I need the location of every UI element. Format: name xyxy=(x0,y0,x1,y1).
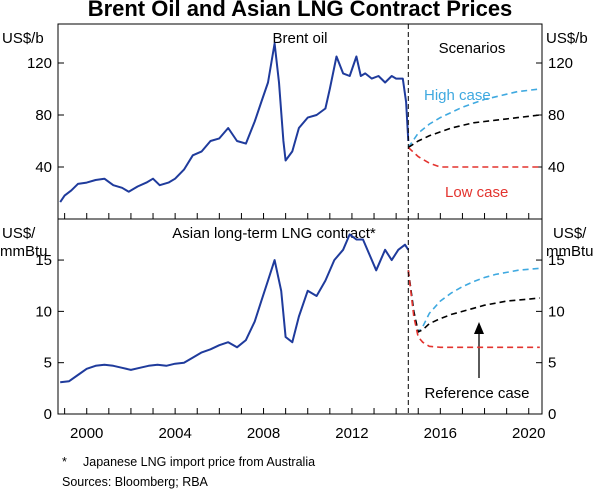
y-tick-label-right: 40 xyxy=(548,159,565,176)
panel2-unit-right-line1: US$/ xyxy=(553,225,587,242)
reference-arrow-head xyxy=(474,322,484,334)
x-tick-label: 2004 xyxy=(158,425,191,442)
panel2-unit-left-line1: US$/ xyxy=(2,225,36,242)
y-tick-label-left: 10 xyxy=(35,303,52,320)
reference-case-label: Reference case xyxy=(424,385,529,402)
y-tick-label-right: 10 xyxy=(548,303,565,320)
x-tick-label: 2012 xyxy=(335,425,368,442)
x-tick-label: 2000 xyxy=(70,425,103,442)
panel1-title: Brent oil xyxy=(272,30,327,47)
panel1-unit-right: US$/b xyxy=(546,30,588,47)
y-tick-label-left: 40 xyxy=(35,159,52,176)
series-reference-line xyxy=(407,270,540,334)
high-case-label: High case xyxy=(424,87,491,104)
low-case-label: Low case xyxy=(445,184,508,201)
x-tick-label: 2020 xyxy=(512,425,545,442)
panel2-unit-right-line2: mmBtu xyxy=(546,243,594,260)
x-tick-label: 2016 xyxy=(424,425,457,442)
panel1-unit-left: US$/b xyxy=(2,30,44,47)
series-history-line xyxy=(60,233,410,384)
panel2-unit-left-line2: mmBtu xyxy=(0,243,48,260)
y-tick-label-left: 80 xyxy=(35,107,52,124)
y-tick-label-right: 80 xyxy=(548,107,565,124)
y-tick-label-right: 120 xyxy=(548,55,573,72)
series-history-line xyxy=(59,42,410,203)
series-reference-line xyxy=(407,114,540,149)
series-high-line xyxy=(407,267,540,334)
y-tick-label-right: 15 xyxy=(548,252,565,269)
y-tick-label-left: 5 xyxy=(44,355,52,372)
y-tick-label-right: 5 xyxy=(548,355,556,372)
panel2-title: Asian long-term LNG contract* xyxy=(172,225,376,242)
scenarios-label: Scenarios xyxy=(439,40,506,57)
series-high-line xyxy=(407,88,540,148)
sources-note: Sources: Bloomberg; RBA xyxy=(62,475,209,489)
chart-title: Brent Oil and Asian LNG Contract Prices xyxy=(88,0,513,21)
series-low-line xyxy=(407,270,540,349)
series-low-line xyxy=(407,146,540,168)
y-tick-label-left: 15 xyxy=(35,252,52,269)
chart-marks: 40 40 80 80 120 120 0 0 5 5 10 10 15 15 2000 2004 2008 20… xyxy=(27,24,573,442)
y-tick-label-right: 0 xyxy=(548,406,556,423)
footnote-text: Japanese LNG import price from Australia xyxy=(83,455,315,469)
y-tick-label-left: 0 xyxy=(44,406,52,423)
x-tick-label: 2008 xyxy=(247,425,280,442)
y-tick-label-left: 120 xyxy=(27,55,52,72)
footnote-marker: * xyxy=(62,455,67,469)
